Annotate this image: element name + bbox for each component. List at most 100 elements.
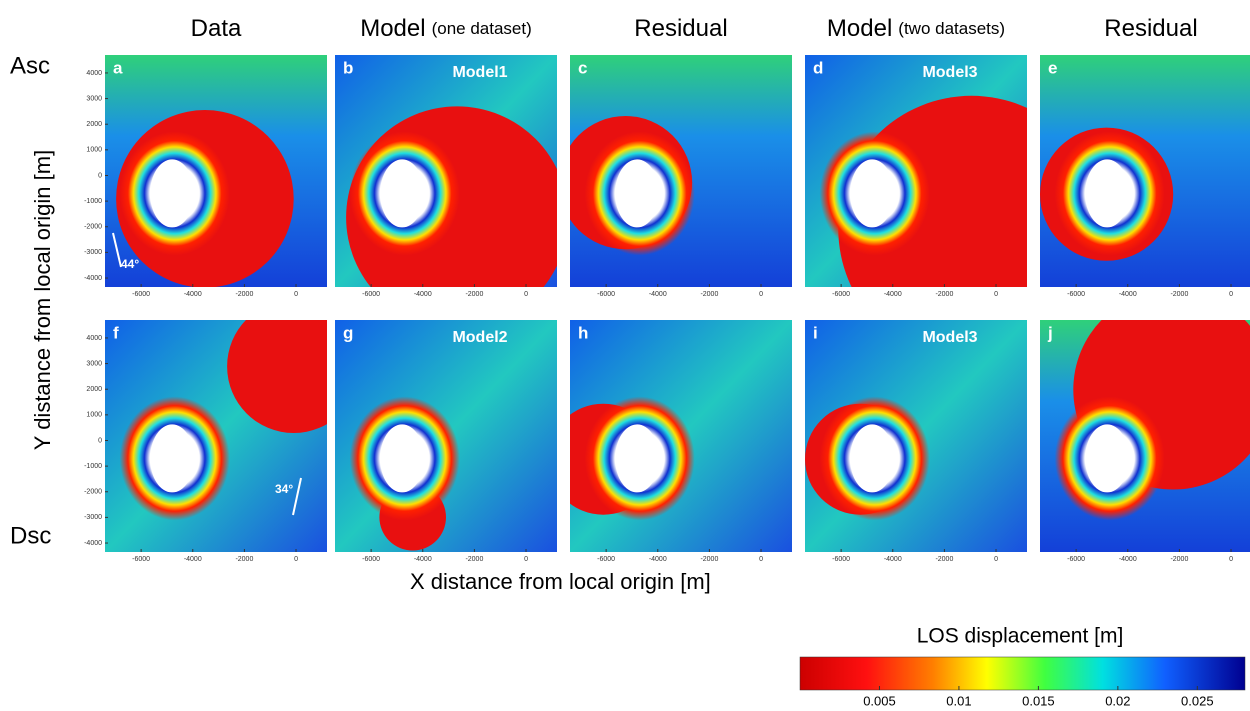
x-tick-label: -6000 [597, 556, 615, 563]
look-direction [292, 477, 302, 516]
panel-image [805, 320, 1027, 552]
x-tick-label: 0 [759, 556, 763, 563]
x-tick-label: -4000 [414, 556, 432, 563]
y-tick-label: 1000 [86, 147, 102, 154]
x-tick-label: -2000 [935, 556, 953, 563]
x-tick-label: -2000 [1170, 291, 1188, 298]
image-center [850, 159, 895, 228]
x-tick-label: -2000 [1170, 556, 1188, 563]
image-center [1085, 159, 1130, 228]
panel: a -6000 -4000 -2000 0 4000 3000 2000 1000 0 -1000 -… [84, 55, 327, 298]
panel: c -6000 -4000 -2000 0 [570, 55, 792, 298]
y-tick-label: -4000 [84, 275, 102, 282]
image-center [150, 159, 195, 228]
panel-letter: g [343, 323, 353, 342]
x-tick-label: -2000 [700, 291, 718, 298]
column-title-main: Residual [1104, 15, 1197, 42]
angle-label: 34° [275, 482, 293, 496]
y-tick-label: 1000 [86, 412, 102, 419]
x-tick-label: -4000 [884, 291, 902, 298]
panel-model-label: Model3 [922, 329, 977, 346]
colorbar-tick-label: 0.025 [1181, 693, 1214, 708]
x-tick-label: -2000 [700, 556, 718, 563]
y-tick-label: 4000 [86, 335, 102, 342]
y-axis-label: Y distance from local origin [m] [30, 150, 55, 450]
panel-image [1040, 320, 1250, 552]
y-tick-label: -1000 [84, 463, 102, 470]
y-tick-label: 0 [98, 172, 102, 179]
x-tick-label: -2000 [465, 291, 483, 298]
y-tick-label: -3000 [84, 249, 102, 256]
panel-image [335, 55, 557, 287]
x-tick-label: 0 [759, 291, 763, 298]
column-title: Model (one dataset) [360, 15, 532, 42]
y-tick-label: 3000 [86, 360, 102, 367]
panel-letter: b [343, 58, 353, 77]
image-center [1085, 424, 1130, 493]
x-tick-label: 0 [994, 556, 998, 563]
x-axis-label: X distance from local origin [m] [410, 569, 711, 594]
column-title: Residual [1104, 15, 1197, 42]
panel-letter: h [578, 323, 588, 342]
panel-image [1040, 55, 1250, 287]
x-tick-label: -6000 [597, 291, 615, 298]
x-tick-label: -4000 [1119, 556, 1137, 563]
column-title: Model (two datasets) [827, 15, 1005, 42]
column-title-main: Data [191, 15, 242, 42]
x-tick-label: -6000 [362, 291, 380, 298]
y-tick-label: -1000 [84, 198, 102, 205]
x-tick-label: -6000 [132, 556, 150, 563]
colorbar-title: LOS displacement [m] [917, 625, 1124, 648]
y-tick-label: -3000 [84, 514, 102, 521]
panel-letter: d [813, 58, 823, 77]
x-tick-label: -2000 [935, 291, 953, 298]
panel-image [335, 320, 557, 552]
column-title-note: (one dataset) [432, 19, 532, 38]
column-title: Residual [634, 15, 727, 42]
x-tick-label: 0 [994, 291, 998, 298]
x-tick-label: -6000 [1067, 291, 1085, 298]
y-tick-label: 3000 [86, 95, 102, 102]
y-tick-label: -2000 [84, 489, 102, 496]
panel-letter: j [1047, 323, 1053, 342]
panel: f -6000 -4000 -2000 0 4000 3000 2000 1000 0 -1000 -… [84, 320, 327, 563]
x-tick-label: 0 [524, 291, 528, 298]
panel-image [105, 55, 327, 287]
image-center [615, 424, 660, 493]
x-tick-label: -6000 [832, 556, 850, 563]
colorbar-tick-label: 0.02 [1105, 693, 1130, 708]
panel: e -6000 -4000 -2000 0 [1040, 55, 1250, 298]
panel-letter: c [578, 58, 587, 77]
image-center [615, 159, 660, 228]
y-tick-label: 4000 [86, 70, 102, 77]
row-label: Dsc [10, 522, 51, 549]
x-tick-label: -6000 [362, 556, 380, 563]
x-tick-label: -4000 [184, 291, 202, 298]
x-tick-label: -4000 [1119, 291, 1137, 298]
panel: h -6000 -4000 -2000 0 [570, 320, 792, 563]
x-tick-label: -4000 [414, 291, 432, 298]
colorbar [799, 656, 1246, 691]
panel-model-label: Model1 [452, 64, 507, 81]
panel: j -6000 -4000 -2000 0 [1040, 320, 1250, 563]
column-title-note: (two datasets) [898, 19, 1005, 38]
colorbar-tick-label: 0.01 [946, 693, 971, 708]
x-tick-label: 0 [1229, 291, 1233, 298]
y-tick-label: 2000 [86, 121, 102, 128]
x-tick-label: -6000 [132, 291, 150, 298]
panel: d Model3 -6000 -4000 -2000 0 [805, 55, 1027, 298]
panel-model-label: Model3 [922, 64, 977, 81]
angle-label: 44° [121, 257, 139, 271]
x-tick-label: -2000 [465, 556, 483, 563]
column-title-main: Model [827, 15, 892, 42]
look-direction [112, 232, 122, 268]
row-label: Asc [10, 52, 50, 79]
image-center [850, 424, 895, 493]
panel-letter: a [113, 58, 123, 77]
y-tick-label: -4000 [84, 540, 102, 547]
x-tick-label: -2000 [235, 291, 253, 298]
x-tick-label: -2000 [235, 556, 253, 563]
image-center [380, 424, 425, 493]
x-tick-label: 0 [294, 556, 298, 563]
colorbar-tick-label: 0.005 [863, 693, 896, 708]
